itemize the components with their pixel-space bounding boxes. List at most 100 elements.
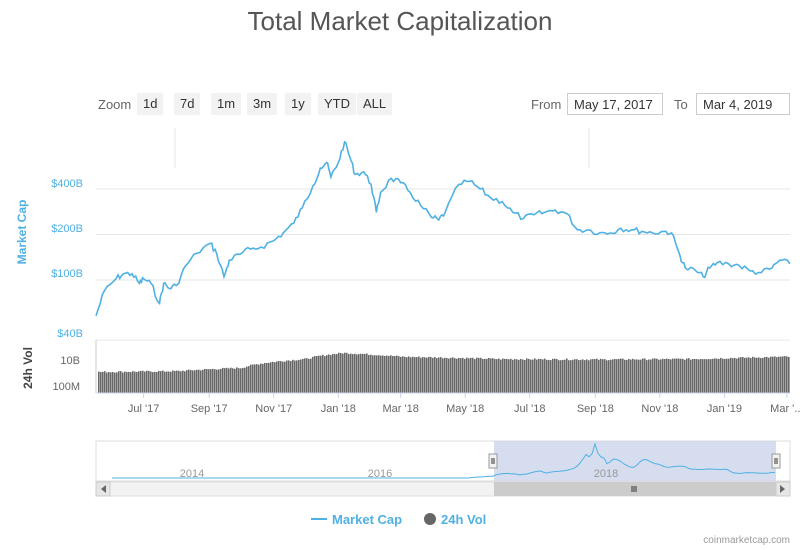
navigator-left-handle[interactable] (488, 453, 498, 469)
volume-bar (382, 355, 384, 393)
volume-bar (476, 357, 478, 393)
range-from-input[interactable]: May 17, 2017 (567, 93, 663, 115)
volume-bar (378, 355, 380, 393)
volume-bar (328, 354, 330, 393)
zoom-button-1y[interactable]: 1y (285, 93, 311, 115)
volume-bar (298, 359, 300, 393)
volume-bar (632, 358, 634, 393)
legend-item-market-cap[interactable]: Market Cap (311, 512, 402, 527)
volume-bar (338, 352, 340, 393)
volume-bar (198, 369, 200, 393)
volume-bar (568, 360, 570, 393)
volume-bar (390, 355, 392, 393)
volume-bar (574, 359, 576, 393)
volume-bar (590, 359, 592, 393)
volume-bar (602, 359, 604, 393)
volume-bar (500, 359, 502, 393)
volume-bar (168, 371, 170, 393)
volume-bar (222, 367, 224, 393)
volume-bar (254, 364, 256, 393)
x-tick-label: Jul '18 (514, 403, 545, 415)
volume-bar (758, 357, 760, 393)
x-tick-label: Sep '18 (577, 403, 614, 415)
credit-link[interactable]: coinmarketcap.com (703, 535, 790, 546)
scroll-left-button[interactable] (95, 481, 111, 497)
arrow-left-icon (101, 485, 106, 493)
volume-bar (470, 357, 472, 393)
volume-bar (624, 359, 626, 393)
x-tick-label: May '18 (446, 403, 484, 415)
zoom-button-1d[interactable]: 1d (137, 93, 164, 115)
volume-bar (218, 369, 220, 393)
volume-bar (410, 357, 412, 393)
volume-bar (554, 358, 556, 393)
scrollbar-thumb[interactable] (494, 482, 776, 496)
legend-label: Market Cap (332, 512, 402, 527)
volume-bar (704, 359, 706, 393)
zoom-button-7d[interactable]: 7d (174, 93, 201, 115)
volume-bar (228, 368, 230, 393)
volume-bar (136, 372, 138, 393)
volume-bar (124, 371, 126, 393)
volume-bar (272, 361, 274, 393)
volume-bar (622, 358, 624, 393)
volume-bar (582, 359, 584, 393)
volume-bar (148, 370, 150, 393)
y-axis-title: Market Cap (15, 200, 29, 265)
volume-bar (292, 359, 294, 393)
volume-bar (180, 371, 182, 393)
volume-bar (334, 354, 336, 393)
volume-bar (202, 369, 204, 393)
volume-bar (542, 359, 544, 393)
volume-bar (108, 372, 110, 393)
volume-bar (510, 358, 512, 393)
legend-item-volume[interactable]: 24h Vol (424, 512, 486, 527)
volume-bar (356, 354, 358, 393)
volume-bar (158, 370, 160, 393)
volume-bar (308, 358, 310, 393)
volume-bar (586, 359, 588, 393)
volume-bar (724, 358, 726, 393)
range-to-label: To (674, 97, 688, 112)
zoom-button-3m[interactable]: 3m (247, 93, 278, 115)
volume-bar (522, 359, 524, 393)
volume-bar (324, 356, 326, 393)
volume-bar (214, 369, 216, 393)
volume-bar (196, 369, 198, 393)
volume-bar (644, 358, 646, 393)
volume-bar (484, 358, 486, 393)
scroll-right-button[interactable] (775, 481, 791, 497)
volume-bar (284, 361, 286, 393)
volume-bar (326, 355, 328, 393)
volume-bar (600, 358, 602, 393)
volume-bar (226, 367, 228, 393)
zoom-button-1m[interactable]: 1m (211, 93, 242, 115)
navigator-selected-range[interactable] (494, 441, 776, 481)
volume-bar (388, 356, 390, 393)
volume-bar (182, 370, 184, 393)
navigator-right-handle[interactable] (771, 453, 781, 469)
volume-bar (636, 359, 638, 393)
volume-bar (584, 360, 586, 393)
volume-bar (170, 371, 172, 393)
volume-bar (718, 359, 720, 393)
volume-bar (224, 368, 226, 393)
range-to-input[interactable]: Mar 4, 2019 (696, 93, 790, 115)
volume-bar (306, 358, 308, 393)
volume-bar (110, 372, 112, 393)
zoom-button-all[interactable]: ALL (357, 93, 393, 115)
volume-bar (346, 352, 348, 393)
zoom-button-ytd[interactable]: YTD (318, 93, 356, 115)
volume-bar (280, 361, 282, 393)
volume-bar (544, 358, 546, 393)
volume-bar (150, 371, 152, 393)
volume-bar (444, 357, 446, 393)
volume-bar (210, 369, 212, 393)
volume-bar (104, 371, 106, 393)
volume-bar (562, 359, 564, 393)
volume-bar (380, 355, 382, 393)
volume-bar (146, 370, 148, 393)
volume-bar (592, 359, 594, 393)
volume-bar (608, 360, 610, 393)
